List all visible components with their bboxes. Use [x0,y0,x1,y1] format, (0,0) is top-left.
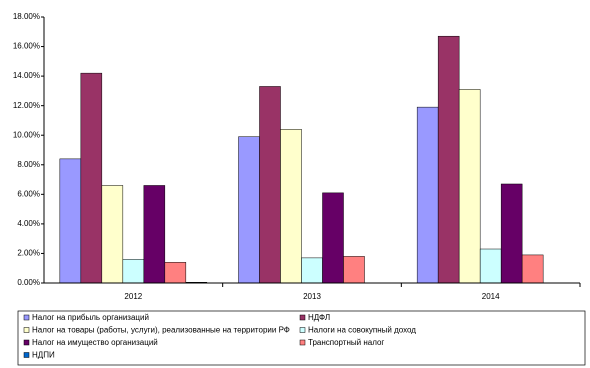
bar [80,72,103,284]
x-tick-label: 2013 [303,292,321,301]
legend-label: НДФЛ [308,313,330,322]
bar [280,129,302,284]
legend-label: Налог на товары (работы, услуги), реализ… [32,326,290,335]
bar [259,86,281,284]
y-tick-label: 14.00% [13,71,40,80]
bar [238,136,260,284]
y-tick-label: 6.00% [17,189,40,198]
x-tick-label: 2012 [124,292,142,301]
bar [322,192,344,284]
legend-swatch [23,339,30,346]
y-tick-label: 12.00% [13,101,40,110]
bar [343,256,365,284]
legend-swatch [299,339,306,346]
bar [416,106,439,284]
legend-label: Налоги на совокупный доход [308,326,416,335]
y-tick-label: 0.00% [17,278,40,287]
bar [143,185,166,284]
legend-swatch [23,314,30,321]
bar [458,89,481,284]
y-tick-label: 4.00% [17,219,40,228]
y-tick-label: 18.00% [13,12,40,21]
bar [479,248,502,284]
bar [59,158,82,284]
legend-label: Налог на имущество организаций [32,338,158,347]
legend-swatch [23,352,30,358]
legend-box [17,310,586,366]
y-tick-label: 2.00% [17,249,40,258]
legend-label: Транспортный налог [308,338,384,347]
bar [164,262,187,284]
bar [101,185,124,284]
legend-label: НДПИ [32,351,55,360]
legend-swatch [23,327,30,333]
bar [301,257,323,284]
y-tick-label: 8.00% [17,160,40,169]
bar [521,254,544,284]
y-tick-label: 10.00% [13,130,40,139]
x-tick-label: 2014 [482,292,500,301]
bar [500,183,523,284]
bar [122,259,145,284]
legend-swatch [299,314,306,321]
y-tick-label: 16.00% [13,42,40,51]
legend-label: Налог на прибыль организаций [32,313,149,322]
bar [437,35,460,284]
legend-swatch [299,327,306,333]
